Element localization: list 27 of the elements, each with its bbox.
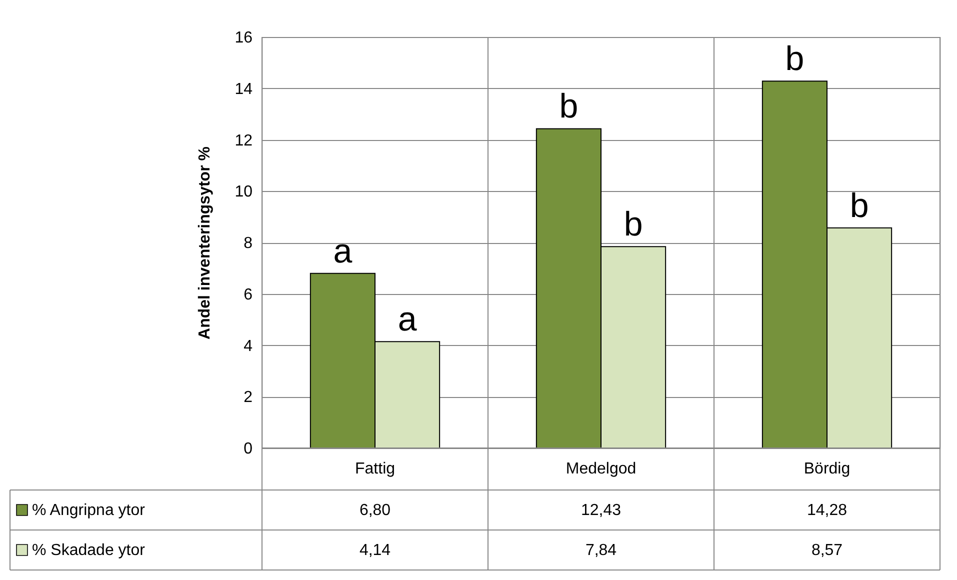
data-label: 4,14 xyxy=(359,542,391,559)
x-tick-label: Medelgod xyxy=(566,460,636,478)
y-tick-label: 2 xyxy=(244,389,253,406)
y-tick-label: 6 xyxy=(244,286,253,304)
annotation: b xyxy=(850,186,869,225)
y-tick-label: 14 xyxy=(234,80,253,98)
annotation: b xyxy=(559,88,578,126)
annotation: a xyxy=(398,300,417,339)
y-tick-label: 12 xyxy=(234,132,253,150)
y-tick-label: 8 xyxy=(244,235,253,252)
data-label: 6,80 xyxy=(359,502,391,519)
y-tick-label: 16 xyxy=(234,30,253,46)
data-label: 8,57 xyxy=(811,542,843,559)
legend-label: % Skadade ytor xyxy=(32,542,146,559)
data-label: 7,84 xyxy=(585,542,617,559)
x-tick-label: Bördig xyxy=(804,460,850,478)
data-label: 12,43 xyxy=(580,502,622,519)
annotation: b xyxy=(785,40,804,78)
annotation: a xyxy=(333,232,352,270)
y-tick-label: 10 xyxy=(234,184,253,201)
annotation: b xyxy=(624,206,643,244)
data-label: 14,28 xyxy=(806,502,848,519)
y-tick-label: 0 xyxy=(244,440,253,458)
x-tick-label: Fattig xyxy=(354,460,396,478)
legend-label: % Angripna ytor xyxy=(32,502,146,519)
y-axis-title: Andel inventeringsytor % xyxy=(196,146,214,340)
y-tick-label: 4 xyxy=(244,338,253,355)
